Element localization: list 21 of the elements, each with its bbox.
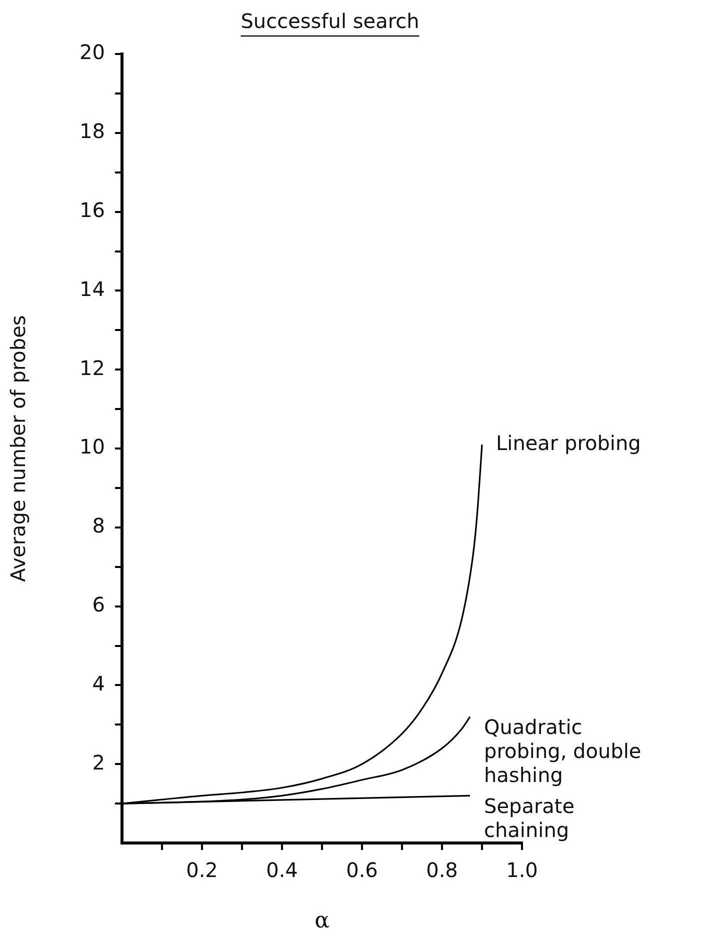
y-tick-label: 8 (92, 514, 105, 538)
x-tick-label: 0.6 (346, 858, 378, 882)
series-label: Separate chaining (484, 794, 575, 842)
y-tick-label: 10 (80, 434, 105, 459)
y-tick-label: 12 (80, 356, 105, 380)
y-tick-label: 20 (80, 40, 105, 64)
y-tick-label: 4 (92, 671, 105, 696)
x-axis-title: α (314, 908, 330, 934)
series-label: Quadratic probing, double hashing (484, 714, 642, 787)
y-tick-label: 14 (80, 276, 105, 301)
x-tick-label: 0.8 (426, 858, 458, 882)
x-tick-label: 0.4 (266, 858, 298, 882)
y-tick-label: 18 (80, 119, 105, 144)
x-tick-label: 0.2 (186, 858, 218, 882)
y-tick-label: 6 (92, 592, 105, 617)
x-tick-label: 1.0 (506, 858, 538, 882)
y-axis-title: Average number of probes (6, 315, 30, 582)
y-tick-label: 16 (80, 198, 105, 222)
series-label: Linear probing (496, 430, 641, 455)
y-tick-label: 2 (92, 750, 105, 774)
chart-title: Successful search (240, 9, 420, 33)
